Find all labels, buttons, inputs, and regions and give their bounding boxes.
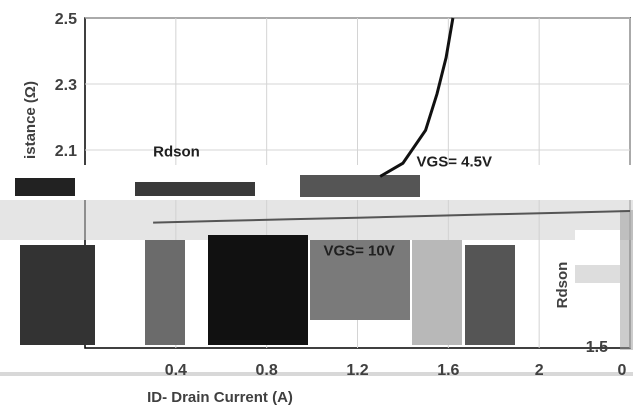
noise-block xyxy=(208,235,308,345)
noise-block xyxy=(0,200,633,240)
x-tick-label: 0.4 xyxy=(165,362,187,379)
noise-block xyxy=(620,210,633,350)
corrupted-band xyxy=(0,165,633,350)
series-line xyxy=(153,210,631,224)
noise-block xyxy=(310,240,410,320)
x-axis-title: ID- Drain Current (A) xyxy=(147,389,293,406)
noise-block xyxy=(575,265,620,283)
noise-block xyxy=(20,245,95,345)
annotation-layer: VGS= 4.5V VGS= 10V Rdson xyxy=(153,144,492,260)
series-line xyxy=(379,17,455,178)
y-tick-label: 2.3 xyxy=(55,77,77,94)
right-y-tick-label: 1.5 xyxy=(586,339,608,356)
x-tick-label: 0 xyxy=(618,362,627,379)
noise-block xyxy=(135,182,255,196)
series-layer xyxy=(153,17,631,224)
noise-block xyxy=(145,240,185,345)
x-tick-label: 0.8 xyxy=(256,362,278,379)
x-tick-labels: 0.4 0.8 1.2 1.6 2 0 xyxy=(165,362,627,379)
x-axis-strip-shade xyxy=(0,372,633,376)
right-y-axis-title: Rdson xyxy=(554,262,571,309)
y-axis-title: istance (Ω) xyxy=(22,81,39,159)
noise-block xyxy=(300,175,420,197)
noise-block xyxy=(15,178,75,196)
x-tick-label: 1.6 xyxy=(437,362,459,379)
y-tick-label: 2.1 xyxy=(55,143,77,160)
x-tick-label: 1.2 xyxy=(346,362,368,379)
noise-block xyxy=(412,240,462,345)
annotation-label: VGS= 4.5V xyxy=(417,154,492,171)
annotation-label: VGS= 10V xyxy=(323,243,394,260)
noise-block xyxy=(575,230,620,340)
ticks-layer: 2.5 2.3 2.1 1.5 xyxy=(55,11,608,356)
y-tick-label: 2.5 xyxy=(55,11,77,28)
annotation-label: Rdson xyxy=(153,144,200,161)
noise-block xyxy=(465,245,515,345)
x-tick-label: 2 xyxy=(535,362,544,379)
